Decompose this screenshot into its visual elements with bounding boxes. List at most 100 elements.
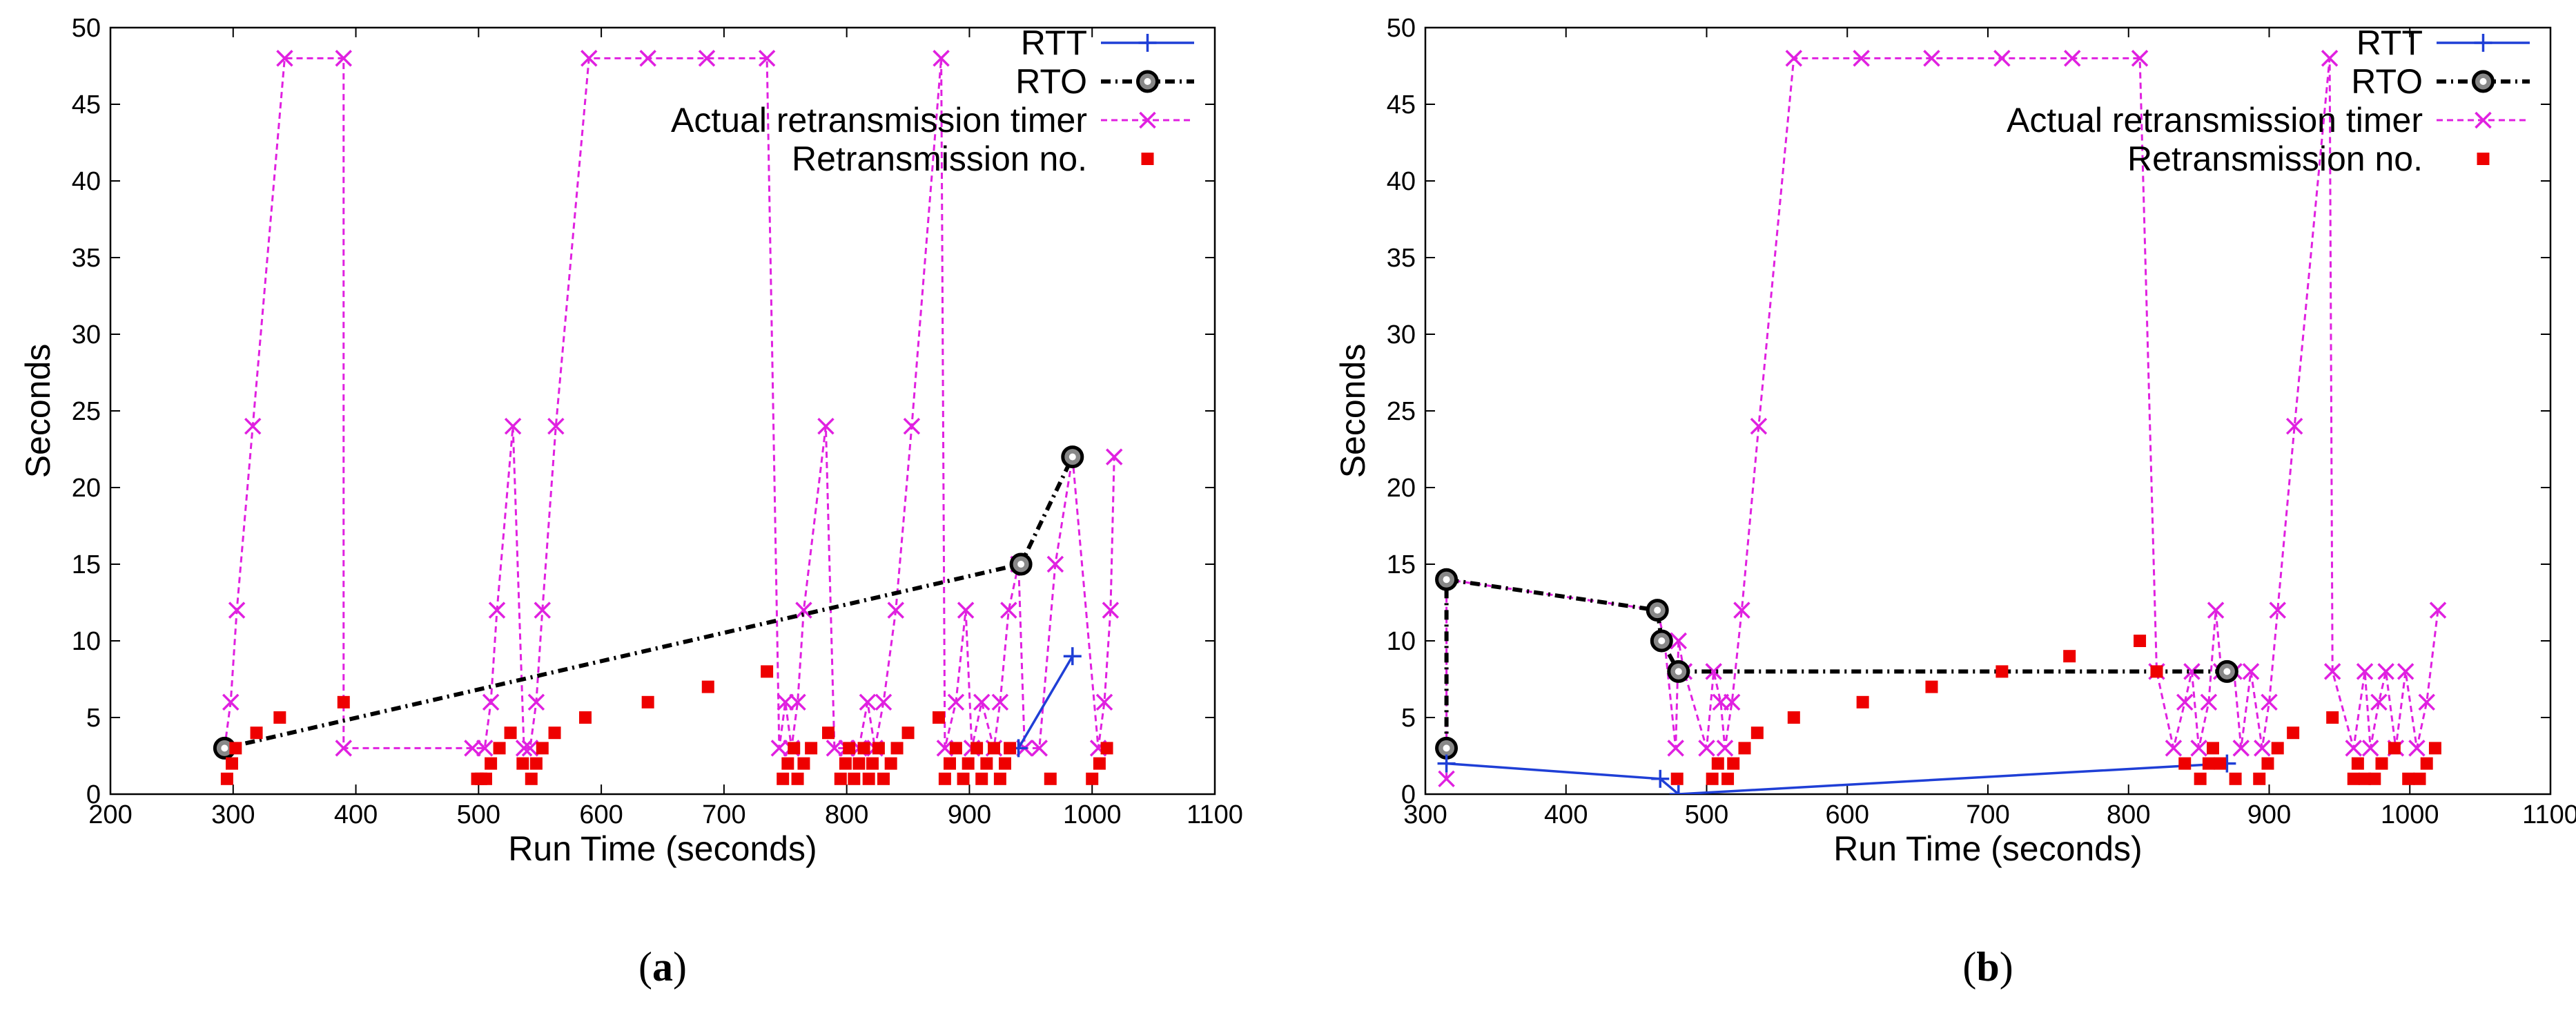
legend-label-rtt: RTT: [2357, 23, 2423, 62]
data-point-retx: [2368, 772, 2381, 785]
data-point-retx: [2359, 772, 2372, 785]
x-tick-label: 600: [579, 800, 623, 829]
data-point-retx: [2271, 742, 2284, 755]
x-tick-label: 900: [2247, 800, 2291, 829]
data-point-timer: [2321, 50, 2339, 67]
data-point-rto: [1061, 445, 1084, 469]
data-point-timer: [2269, 601, 2286, 619]
y-tick-label: 15: [72, 550, 101, 579]
series-timer: [1438, 50, 2447, 788]
data-point-retx: [1044, 772, 1057, 785]
data-point-timer: [2232, 740, 2250, 757]
x-tick-label: 300: [211, 800, 255, 829]
data-point-timer: [887, 601, 905, 619]
y-axis-label: Seconds: [19, 344, 57, 479]
data-point-timer: [1723, 693, 1741, 711]
data-point-retx: [890, 742, 904, 755]
data-point-timer: [1438, 770, 1455, 788]
data-point-retx: [938, 772, 951, 785]
y-tick-label: 35: [1387, 244, 1416, 273]
legend-marker-rtt: [1138, 34, 1157, 52]
data-point-timer: [580, 50, 598, 67]
data-point-timer: [817, 417, 835, 435]
legend-label-retx: Retransmission no.: [792, 139, 1087, 178]
data-point-timer: [335, 50, 353, 67]
data-point-retx: [273, 711, 286, 724]
legend-marker-timer: [1139, 111, 1156, 129]
series-rtt: [1437, 754, 2236, 794]
data-point-retx: [2134, 635, 2147, 647]
y-tick-label: 0: [86, 780, 101, 809]
y-tick-label: 50: [1387, 14, 1416, 43]
data-point-timer: [789, 693, 806, 711]
data-point-rto: [1009, 552, 1033, 576]
data-point-timer: [957, 601, 975, 619]
data-point-retx: [1925, 680, 1938, 693]
data-point-timer: [335, 740, 353, 757]
data-point-timer: [276, 50, 293, 67]
data-point-timer: [1095, 693, 1113, 711]
data-point-timer: [2408, 740, 2426, 757]
data-point-timer: [1698, 740, 1715, 757]
legend-marker-retx: [2477, 153, 2490, 165]
y-tick-label: 0: [1401, 780, 1416, 809]
data-point-timer: [991, 693, 1009, 711]
data-point-timer: [527, 693, 545, 711]
data-point-timer: [1733, 601, 1750, 619]
legend-marker-retx: [1141, 153, 1154, 165]
data-point-timer: [1716, 740, 1734, 757]
data-point-rto: [1435, 568, 1458, 591]
series-timer: [216, 50, 1123, 757]
x-tick-label: 800: [2107, 800, 2150, 829]
data-point-timer: [1993, 50, 2011, 67]
x-tick-label: 1100: [1187, 800, 1243, 829]
data-point-timer: [2064, 50, 2081, 67]
data-point-rtt: [1063, 647, 1082, 666]
data-point-retx: [877, 772, 890, 785]
data-point-retx: [791, 772, 804, 785]
data-point-retx: [2388, 742, 2401, 755]
data-point-retx: [548, 726, 561, 740]
x-tick-label: 1000: [1063, 800, 1122, 829]
data-point-retx: [834, 772, 847, 785]
data-point-retx: [337, 695, 350, 709]
y-tick-label: 10: [1387, 627, 1416, 656]
data-point-retx: [641, 695, 654, 709]
data-point-timer: [476, 740, 494, 757]
data-point-retx: [1004, 742, 1017, 755]
data-point-retx: [1738, 742, 1751, 755]
data-point-retx: [2150, 665, 2163, 678]
data-point-timer: [1670, 632, 1687, 650]
data-point-retx: [1670, 772, 1684, 785]
data-point-retx: [839, 757, 852, 770]
data-point-retx: [2214, 757, 2227, 770]
data-point-retx: [1750, 726, 1764, 740]
x-tick-label: 800: [825, 800, 868, 829]
data-point-retx: [2207, 742, 2219, 755]
data-point-timer: [2370, 693, 2388, 711]
data-point-timer: [826, 740, 843, 757]
data-point-retx: [2428, 742, 2441, 755]
data-point-timer: [903, 417, 921, 435]
series-line-rtt: [1446, 762, 2227, 794]
data-point-retx: [957, 772, 970, 785]
data-point-timer: [464, 740, 481, 757]
data-point-retx: [993, 772, 1006, 785]
data-point-retx: [1093, 757, 1106, 770]
data-point-timer: [1705, 663, 1722, 680]
data-point-retx: [857, 742, 870, 755]
x-tick-label: 400: [334, 800, 378, 829]
data-point-timer: [639, 50, 656, 67]
data-point-retx: [2287, 726, 2300, 740]
data-point-timer: [2397, 663, 2414, 680]
data-point-retx: [866, 757, 879, 770]
x-tick-label: 1100: [2522, 800, 2576, 829]
data-point-timer: [2345, 740, 2362, 757]
data-point-timer: [2377, 663, 2394, 680]
data-point-timer: [2207, 601, 2225, 619]
data-point-retx: [2229, 772, 2242, 785]
y-tick-label: 35: [72, 244, 101, 273]
chart-panel-a: 200 300 400 500 600 700 800 900 1000 1100 0 5 10 15 20…: [19, 14, 1243, 990]
x-tick-label: 500: [1685, 800, 1728, 829]
